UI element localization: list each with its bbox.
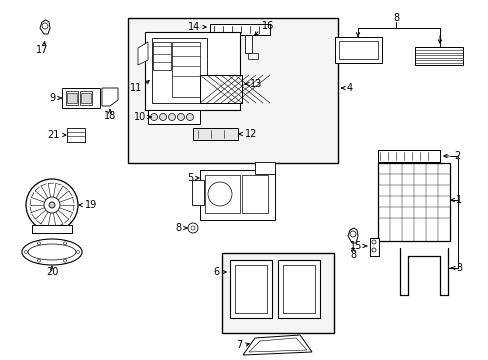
Text: 14: 14 — [187, 22, 200, 32]
Circle shape — [371, 248, 375, 252]
Circle shape — [207, 182, 231, 206]
Bar — [235, 265, 266, 313]
Circle shape — [177, 113, 184, 121]
Bar — [200, 75, 242, 103]
Text: 19: 19 — [85, 200, 97, 210]
Bar — [152, 38, 206, 103]
Bar — [153, 42, 171, 70]
Bar — [67, 93, 77, 103]
Bar — [242, 175, 267, 213]
Ellipse shape — [22, 239, 82, 265]
Text: 11: 11 — [129, 83, 142, 93]
Polygon shape — [40, 20, 50, 34]
Text: 6: 6 — [213, 267, 220, 277]
Polygon shape — [243, 335, 311, 355]
Bar — [81, 93, 91, 103]
Bar — [66, 91, 78, 105]
Text: 15: 15 — [349, 241, 361, 251]
Text: 12: 12 — [244, 129, 257, 139]
Circle shape — [26, 179, 78, 231]
Circle shape — [76, 251, 80, 253]
Circle shape — [44, 197, 60, 213]
Bar — [200, 170, 274, 220]
Bar — [244, 35, 251, 53]
Bar — [334, 37, 381, 63]
Text: 2: 2 — [453, 151, 459, 161]
Circle shape — [349, 231, 355, 237]
Circle shape — [168, 113, 175, 121]
Bar — [229, 260, 271, 318]
Text: 7: 7 — [235, 340, 242, 350]
Text: 5: 5 — [186, 173, 193, 183]
Text: 13: 13 — [249, 79, 262, 89]
Polygon shape — [138, 42, 148, 65]
Text: 18: 18 — [103, 111, 116, 121]
Text: 9: 9 — [50, 93, 56, 103]
Text: 10: 10 — [134, 112, 146, 122]
Circle shape — [42, 23, 48, 29]
Polygon shape — [347, 228, 357, 243]
Text: 8: 8 — [392, 13, 398, 23]
Circle shape — [38, 242, 41, 245]
Bar — [254, 162, 274, 174]
Bar — [369, 238, 378, 256]
Bar — [377, 150, 439, 162]
Bar — [377, 150, 439, 162]
Bar — [80, 91, 92, 105]
Circle shape — [159, 113, 166, 121]
Circle shape — [38, 259, 41, 262]
Circle shape — [63, 259, 66, 262]
Circle shape — [187, 223, 198, 233]
Circle shape — [371, 240, 375, 244]
Ellipse shape — [28, 244, 76, 260]
Bar — [338, 41, 377, 59]
Text: 3: 3 — [455, 263, 461, 273]
Bar — [193, 128, 238, 140]
Circle shape — [49, 202, 55, 208]
Bar — [192, 180, 203, 205]
Text: 8: 8 — [176, 223, 182, 233]
Polygon shape — [102, 88, 118, 106]
Circle shape — [150, 113, 157, 121]
Text: 17: 17 — [36, 45, 48, 55]
Circle shape — [186, 113, 193, 121]
Text: 1: 1 — [455, 195, 461, 205]
Bar — [148, 110, 200, 124]
Bar — [62, 88, 100, 108]
Bar — [209, 24, 269, 35]
Bar — [145, 32, 240, 110]
Bar — [377, 163, 449, 241]
Bar — [67, 128, 85, 142]
Bar — [247, 53, 258, 59]
Circle shape — [24, 251, 27, 253]
Bar — [128, 18, 337, 163]
Text: 16: 16 — [262, 21, 274, 31]
Bar — [172, 42, 200, 97]
Bar — [200, 75, 242, 103]
Bar — [32, 225, 72, 233]
Bar — [222, 253, 333, 333]
Bar — [283, 265, 314, 313]
Text: 4: 4 — [346, 83, 352, 93]
Bar — [278, 260, 319, 318]
Text: 8: 8 — [349, 250, 355, 260]
Bar — [414, 47, 462, 65]
Circle shape — [63, 242, 66, 245]
Circle shape — [191, 226, 195, 230]
Text: 21: 21 — [47, 130, 60, 140]
Bar — [204, 175, 240, 213]
Text: 20: 20 — [46, 267, 58, 277]
